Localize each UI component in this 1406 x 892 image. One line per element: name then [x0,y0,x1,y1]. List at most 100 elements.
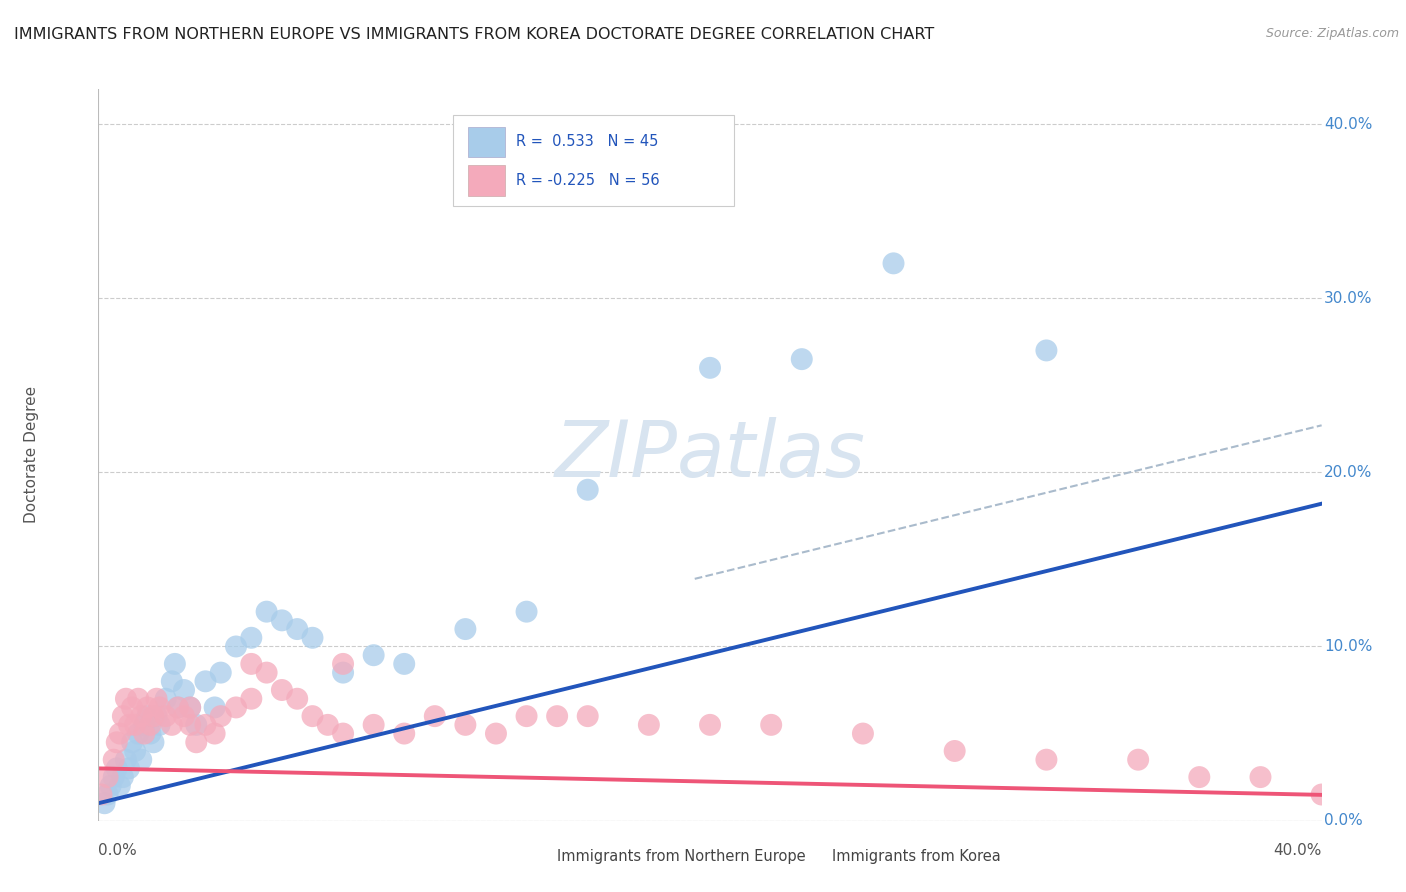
Text: R = -0.225   N = 56: R = -0.225 N = 56 [516,173,659,188]
FancyBboxPatch shape [453,115,734,206]
Point [301,631,323,645]
Point [240,691,263,706]
Point [225,700,247,714]
Text: 30.0%: 30.0% [1324,291,1372,306]
Text: ZIPatlas: ZIPatlas [554,417,866,493]
Point [1249,770,1271,784]
Point [270,683,292,698]
Point [316,718,339,732]
Point [129,709,152,723]
Point [134,726,156,740]
Text: 40.0%: 40.0% [1324,117,1372,131]
Point [204,726,226,740]
Point [124,744,146,758]
Point [423,709,446,723]
Text: 10.0%: 10.0% [1324,639,1372,654]
Text: Source: ZipAtlas.com: Source: ZipAtlas.com [1265,27,1399,40]
Point [225,640,247,654]
Point [100,779,122,793]
Point [392,726,416,740]
Point [139,718,162,732]
Point [546,709,568,723]
Point [139,726,162,740]
Text: R =  0.533   N = 45: R = 0.533 N = 45 [516,135,658,149]
Point [124,718,146,732]
Point [160,674,183,689]
Point [332,657,354,671]
Text: IMMIGRANTS FROM NORTHERN EUROPE VS IMMIGRANTS FROM KOREA DOCTORATE DEGREE CORREL: IMMIGRANTS FROM NORTHERN EUROPE VS IMMIG… [14,27,935,42]
Point [111,770,134,784]
Point [186,718,208,732]
Point [97,770,120,784]
Point [516,605,538,619]
Text: 0.0%: 0.0% [1324,814,1362,828]
Point [108,726,131,740]
Point [121,700,143,714]
Point [392,657,416,671]
Point [1035,753,1057,767]
Point [129,753,152,767]
Point [204,700,226,714]
Point [121,735,143,749]
Point [108,779,131,793]
Point [285,691,308,706]
Point [256,605,278,619]
Point [118,761,141,775]
FancyBboxPatch shape [468,127,505,157]
Point [363,648,385,663]
Point [699,718,721,732]
Point [155,691,177,706]
Point [454,622,477,636]
Point [637,718,661,732]
Point [103,753,125,767]
Point [127,726,149,740]
Point [209,709,232,723]
Point [118,718,141,732]
Point [576,709,599,723]
Point [485,726,508,740]
Point [363,718,385,732]
Text: 20.0%: 20.0% [1324,465,1372,480]
Point [256,665,278,680]
Point [179,700,201,714]
Text: 40.0%: 40.0% [1274,843,1322,857]
Text: Immigrants from Northern Europe: Immigrants from Northern Europe [557,849,806,864]
Point [115,691,138,706]
Point [167,700,190,714]
Point [163,657,186,671]
Point [127,691,149,706]
Point [134,718,156,732]
Point [1035,343,1057,358]
Point [1310,788,1333,802]
Text: 0.0%: 0.0% [98,843,138,857]
Point [179,718,201,732]
Point [155,709,177,723]
Text: Doctorate Degree: Doctorate Degree [24,386,38,524]
Point [103,770,125,784]
FancyBboxPatch shape [468,165,505,196]
Point [173,709,195,723]
Point [209,665,232,680]
Point [699,360,721,375]
Point [142,735,165,749]
Point [240,657,263,671]
Point [852,726,875,740]
Point [90,788,112,802]
Point [111,709,134,723]
Point [149,700,172,714]
Point [240,631,263,645]
Point [516,709,538,723]
Point [285,622,308,636]
Point [173,683,195,698]
Text: Immigrants from Korea: Immigrants from Korea [832,849,1001,864]
FancyBboxPatch shape [789,844,821,869]
Point [145,709,167,723]
Point [576,483,599,497]
Point [167,700,190,714]
Point [332,726,354,740]
Point [136,709,159,723]
Point [97,788,120,802]
Point [149,718,172,732]
Point [105,761,128,775]
Point [142,709,165,723]
